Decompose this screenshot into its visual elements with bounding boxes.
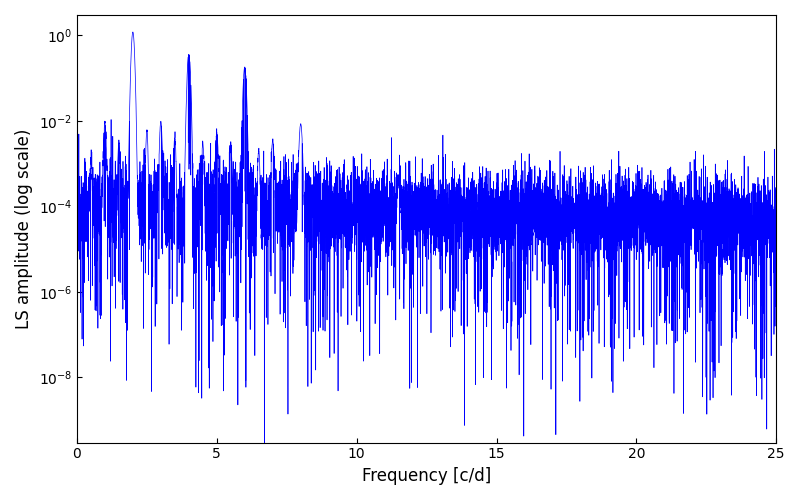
Y-axis label: LS amplitude (log scale): LS amplitude (log scale): [15, 128, 33, 329]
X-axis label: Frequency [c/d]: Frequency [c/d]: [362, 467, 491, 485]
